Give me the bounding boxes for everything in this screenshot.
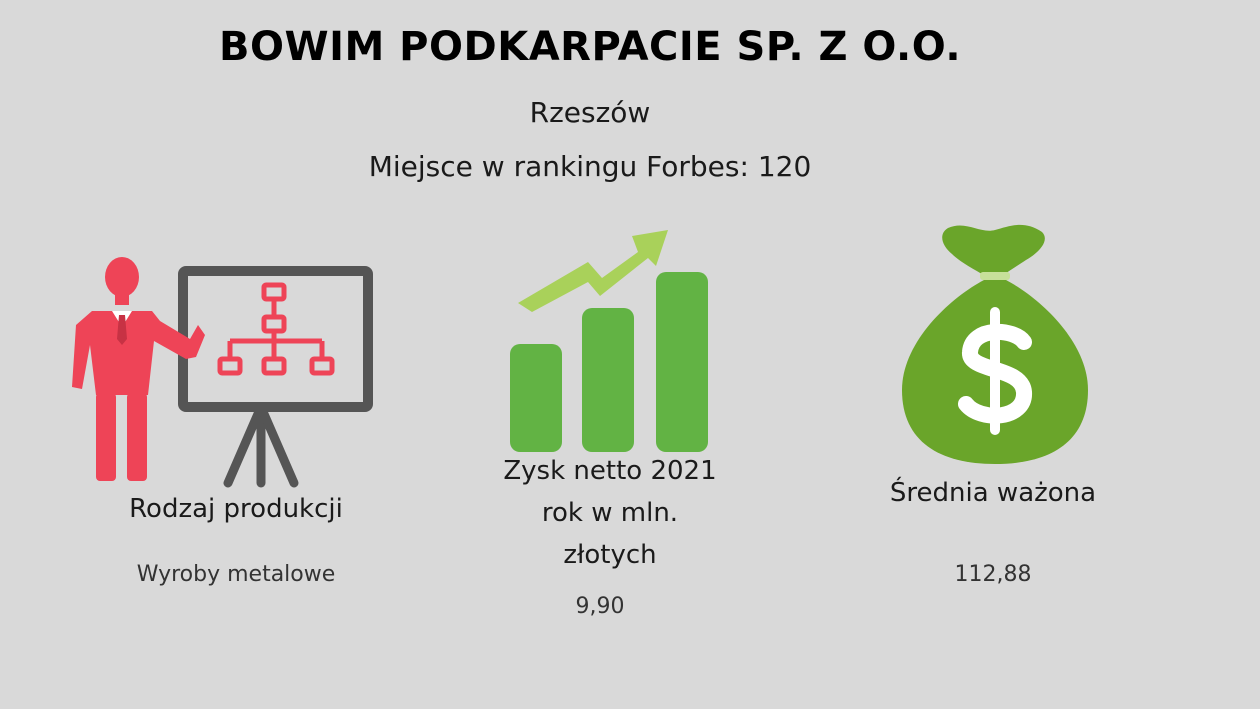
net-profit-label-line-3: złotych bbox=[563, 540, 657, 570]
production-type-value: Wyroby metalowe bbox=[136, 562, 336, 587]
presentation-board-icon bbox=[72, 257, 373, 488]
company-title: BOWIM PODKARPACIE SP. Z O.O. bbox=[218, 24, 962, 70]
net-profit-label-line-2: rok w mln. bbox=[541, 498, 679, 528]
growth-chart-icon bbox=[510, 230, 708, 452]
net-profit-label: Zysk netto 2021 rok w mln. złotych bbox=[460, 450, 760, 576]
production-type-label: Rodzaj produkcji bbox=[129, 494, 343, 524]
net-profit-value: 9,90 bbox=[575, 594, 625, 619]
weighted-average-value: 112,88 bbox=[954, 562, 1032, 587]
net-profit-label-line-1: Zysk netto 2021 bbox=[503, 456, 717, 486]
city-label: Rzeszów bbox=[529, 96, 651, 129]
money-bag-icon bbox=[902, 224, 1088, 464]
forbes-rank: Miejsce w rankingu Forbes: 120 bbox=[368, 150, 812, 183]
weighted-average-label: Średnia ważona bbox=[889, 478, 1097, 508]
